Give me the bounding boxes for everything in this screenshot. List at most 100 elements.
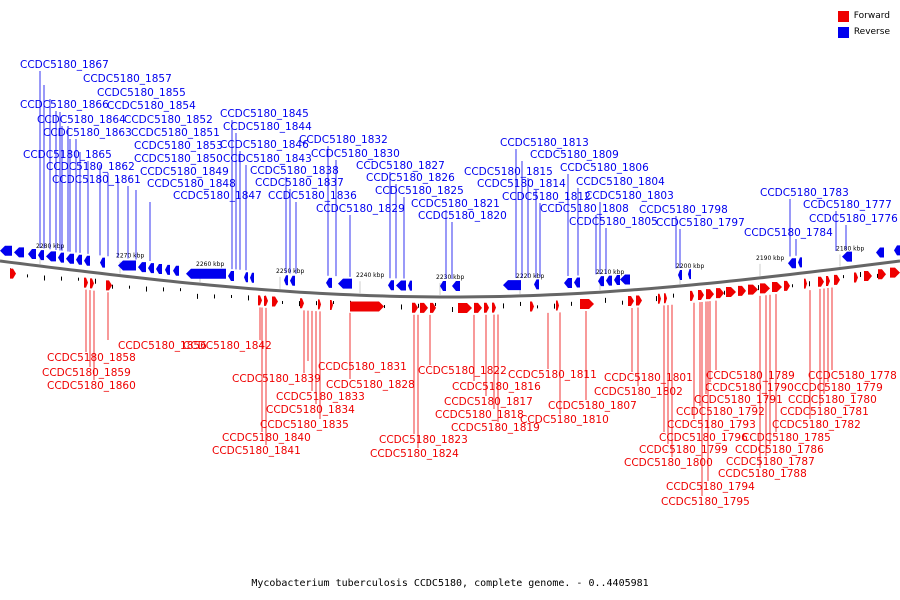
reverse-gene-label: CCDC5180_1845: [220, 108, 309, 120]
reverse-gene-arrow: [250, 272, 254, 283]
reverse-gene-arrow: [678, 270, 682, 281]
feature-mark: [418, 303, 419, 308]
reverse-gene-label: CCDC5180_1855: [97, 87, 186, 99]
reverse-gene-arrow: [598, 276, 604, 287]
forward-gene-arrow: [826, 275, 830, 286]
reverse-gene-label: CCDC5180_1836: [268, 190, 357, 202]
feature-mark: [401, 304, 402, 310]
reverse-gene-label: CCDC5180_1826: [366, 172, 455, 184]
reverse-gene-label: CCDC5180_1783: [760, 187, 849, 199]
reverse-gene-arrow: [440, 280, 446, 291]
forward-gene-arrow: [738, 285, 746, 296]
scale-tick-label: 2240 kbp: [356, 272, 384, 279]
reverse-gene-arrow: [564, 277, 572, 288]
reverse-gene-arrow: [620, 274, 630, 285]
feature-mark: [452, 306, 453, 312]
forward-gene-label: CCDC5180_1787: [726, 456, 815, 468]
reverse-gene-label: CCDC5180_1829: [316, 203, 405, 215]
feature-mark: [78, 277, 79, 281]
forward-gene-label: CCDC5180_1794: [666, 481, 755, 493]
forward-gene-label: CCDC5180_1811: [508, 369, 597, 381]
forward-gene-label: CCDC5180_1858: [47, 352, 136, 364]
reverse-gene-label: CCDC5180_1861: [52, 174, 141, 186]
forward-gene-label: CCDC5180_1819: [451, 422, 540, 434]
reverse-gene-arrow: [452, 280, 460, 291]
reverse-gene-arrow: [876, 247, 884, 258]
reverse-gene-arrow: [148, 263, 154, 274]
forward-gene-arrow: [412, 302, 418, 313]
forward-gene-arrow: [84, 277, 88, 288]
feature-mark: [622, 300, 623, 305]
forward-gene-arrow: [804, 278, 807, 289]
reverse-gene-label: CCDC5180_1851: [131, 127, 220, 139]
feature-mark: [61, 276, 62, 281]
forward-gene-arrow: [420, 302, 428, 313]
forward-gene-label: CCDC5180_1842: [183, 340, 272, 352]
reverse-gene-arrow: [290, 275, 295, 286]
feature-mark: [758, 285, 759, 291]
forward-gene-label: CCDC5180_1792: [676, 406, 765, 418]
reverse-gene-label: CCDC5180_1777: [803, 199, 892, 211]
forward-gene-arrow: [698, 290, 704, 301]
forward-gene-arrow: [864, 271, 872, 282]
genome-backbone: [0, 259, 900, 299]
forward-gene-arrow: [726, 287, 736, 298]
forward-gene-arrow: [556, 300, 559, 311]
reverse-gene-arrow: [614, 275, 620, 286]
reverse-gene-label: CCDC5180_1832: [299, 134, 388, 146]
reverse-gene-arrow: [284, 275, 288, 286]
feature-mark: [44, 275, 45, 281]
forward-gene-arrow: [350, 301, 384, 312]
forward-gene-arrow: [818, 276, 824, 287]
reverse-gene-label: CCDC5180_1808: [540, 203, 629, 215]
forward-gene-label: CCDC5180_1839: [232, 373, 321, 385]
reverse-gene-arrow: [228, 270, 234, 281]
reverse-gene-label: CCDC5180_1862: [46, 161, 135, 173]
forward-gene-label: CCDC5180_1791: [694, 394, 783, 406]
forward-gene-arrow: [878, 269, 886, 280]
scale-tick-label: 2190 kbp: [756, 255, 784, 262]
reverse-gene-label: CCDC5180_1820: [418, 210, 507, 222]
reverse-gene-label: CCDC5180_1850: [134, 153, 223, 165]
reverse-gene-label: CCDC5180_1812: [502, 191, 591, 203]
reverse-gene-arrow: [842, 251, 852, 262]
forward-gene-arrow: [492, 302, 496, 313]
reverse-gene-label: CCDC5180_1852: [124, 114, 213, 126]
forward-gene-label: CCDC5180_1782: [772, 419, 861, 431]
reverse-gene-label: CCDC5180_1827: [356, 160, 445, 172]
forward-swatch: [837, 10, 849, 22]
feature-mark: [231, 294, 232, 298]
reverse-gene-label: CCDC5180_1798: [639, 204, 728, 216]
reverse-gene-label: CCDC5180_1797: [656, 217, 745, 229]
feature-mark: [673, 293, 674, 298]
feature-mark: [605, 297, 606, 303]
reverse-gene-arrow: [244, 272, 248, 283]
reverse-gene-arrow: [396, 280, 406, 291]
feature-mark: [571, 301, 572, 306]
forward-gene-arrow: [272, 296, 278, 307]
forward-gene-arrow: [90, 278, 94, 289]
reverse-gene-arrow: [788, 258, 796, 269]
forward-gene-arrow: [258, 295, 262, 306]
genome-caption: Mycobacterium tuberculosis CCDC5180, com…: [251, 578, 649, 589]
feature-mark: [860, 272, 861, 278]
feature-mark: [180, 288, 181, 292]
forward-gene-label: CCDC5180_1835: [260, 419, 349, 431]
feature-mark: [435, 302, 436, 306]
feature-mark: [843, 275, 844, 279]
scale-tick-label: 2200 kbp: [676, 263, 704, 270]
reverse-gene-label: CCDC5180_1825: [375, 185, 464, 197]
reverse-gene-label: CCDC5180_1815: [464, 166, 553, 178]
forward-gene-arrow: [834, 274, 840, 285]
forward-gene-arrow: [300, 298, 304, 309]
forward-gene-arrow: [772, 281, 782, 292]
feature-mark: [520, 301, 521, 306]
feature-mark: [503, 303, 504, 309]
forward-gene-arrow: [474, 302, 482, 313]
forward-gene-label: CCDC5180_1817: [444, 396, 533, 408]
forward-gene-label: CCDC5180_1818: [435, 409, 524, 421]
forward-gene-label: CCDC5180_1841: [212, 445, 301, 457]
reverse-gene-label: CCDC5180_1838: [250, 165, 339, 177]
forward-gene-arrow: [106, 280, 112, 291]
